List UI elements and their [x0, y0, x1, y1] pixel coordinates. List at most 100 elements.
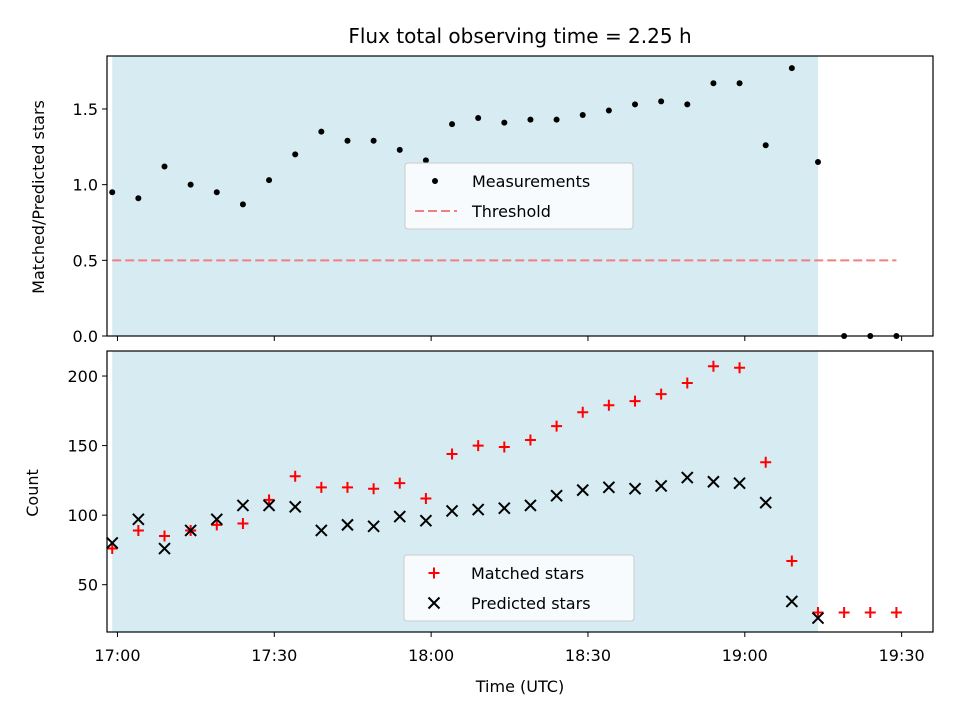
matched-point	[368, 483, 380, 495]
bottom-ytick-label: 200	[67, 367, 98, 386]
predicted-point	[262, 499, 276, 512]
measurement-point	[710, 80, 717, 87]
predicted-point	[106, 536, 119, 550]
matched-point	[760, 456, 772, 468]
predicted-point	[419, 514, 433, 527]
predicted-point	[498, 501, 511, 515]
matched-point	[524, 434, 536, 446]
top-legend-frame	[404, 162, 634, 230]
measurement-point	[161, 163, 168, 170]
chart-title: Flux total observing time = 2.25 h	[348, 24, 691, 48]
top-ytick-label: 1.0	[73, 176, 98, 195]
matched-point	[655, 388, 667, 400]
predicted-point	[602, 481, 616, 494]
measurement-point	[579, 112, 586, 119]
matched-point	[211, 519, 223, 531]
measurement-point	[266, 177, 273, 184]
matched-point	[681, 377, 693, 389]
legend-predicted-marker	[427, 596, 441, 610]
measurement-point	[109, 189, 116, 196]
measurement-point	[318, 128, 325, 135]
predicted-point	[367, 520, 380, 533]
measurement-point	[501, 119, 508, 126]
matched-point	[420, 492, 432, 504]
matched-point	[707, 360, 719, 372]
matched-point	[237, 517, 249, 529]
top-ytick-label: 0.5	[73, 251, 98, 270]
predicted-point	[471, 503, 485, 516]
legend-label: Predicted stars	[471, 594, 591, 613]
top-axes-frame	[106, 55, 934, 337]
matched-point	[472, 440, 484, 452]
matched-point	[341, 481, 353, 493]
predicted-point	[576, 483, 589, 497]
bottom-axes-frame	[106, 350, 934, 633]
bottom-ytick-label: 150	[67, 437, 98, 456]
matched-point	[106, 543, 118, 555]
measurement-point	[187, 181, 194, 188]
bottom-ytick-label: 100	[67, 506, 98, 525]
predicted-point	[288, 500, 302, 514]
measurement-point	[684, 101, 691, 108]
predicted-point	[550, 489, 563, 502]
matched-point	[551, 420, 563, 432]
matched-point	[890, 607, 902, 619]
top-panel-ratio: 0.0 0.5 1.0 1.5 Measurements Threshold	[73, 55, 934, 346]
predicted-point	[681, 471, 694, 484]
legend-label: Threshold	[471, 202, 551, 221]
predicted-point	[654, 479, 668, 493]
measurement-point	[422, 157, 429, 164]
top-legend: Measurements Threshold	[404, 162, 634, 230]
matched-point	[132, 524, 144, 536]
matched-point	[603, 399, 615, 411]
predicted-point	[524, 499, 537, 512]
predicted-point	[393, 510, 406, 523]
predicted-point	[158, 542, 171, 555]
matched-point	[734, 362, 746, 374]
matched-point	[263, 494, 275, 506]
matched-point	[629, 395, 641, 407]
predicted-point	[445, 504, 459, 518]
predicted-point	[785, 595, 799, 608]
matched-point	[838, 607, 850, 619]
xtick-label: 19:30	[879, 646, 925, 665]
predicted-point	[315, 524, 328, 537]
matched-point	[289, 470, 301, 482]
matched-point	[812, 607, 824, 619]
legend-measurement-marker	[432, 178, 438, 184]
matched-point	[498, 441, 510, 453]
matched-point	[315, 481, 327, 493]
measurement-point	[135, 195, 142, 202]
xtick-label: 18:30	[565, 646, 611, 665]
measurement-point	[370, 137, 377, 144]
measurement-point	[239, 201, 246, 208]
measurement-point	[292, 151, 299, 158]
measurement-point	[396, 146, 403, 153]
measurement-point	[788, 65, 795, 72]
measurement-point	[658, 98, 665, 105]
predicted-point	[759, 496, 772, 509]
measurement-point	[449, 121, 456, 128]
xtick-label: 17:30	[251, 646, 297, 665]
measurement-point	[762, 142, 769, 149]
measurement-point	[527, 116, 534, 123]
bottom-legend: Matched stars Predicted stars	[403, 554, 635, 622]
xtick-label: 18:00	[408, 646, 454, 665]
matched-point	[394, 477, 406, 489]
legend-label: Measurements	[472, 172, 590, 191]
matched-point	[446, 448, 458, 460]
predicted-point	[811, 611, 825, 625]
matched-point	[577, 406, 589, 418]
bottom-panel-counts: 50 100 150 200 17:00 17:30 18:00 18:30 19:00 19:3…	[67, 350, 934, 665]
measurement-point	[475, 115, 482, 122]
predicted-point	[132, 513, 145, 526]
measurement-point	[814, 158, 821, 165]
predicted-point	[707, 475, 720, 488]
top-ytick-label: 1.5	[73, 100, 98, 119]
predicted-point	[341, 518, 354, 532]
measurement-point	[344, 137, 351, 144]
legend-label: Matched stars	[471, 564, 584, 583]
predicted-point	[628, 482, 642, 495]
measurement-point	[736, 80, 743, 87]
